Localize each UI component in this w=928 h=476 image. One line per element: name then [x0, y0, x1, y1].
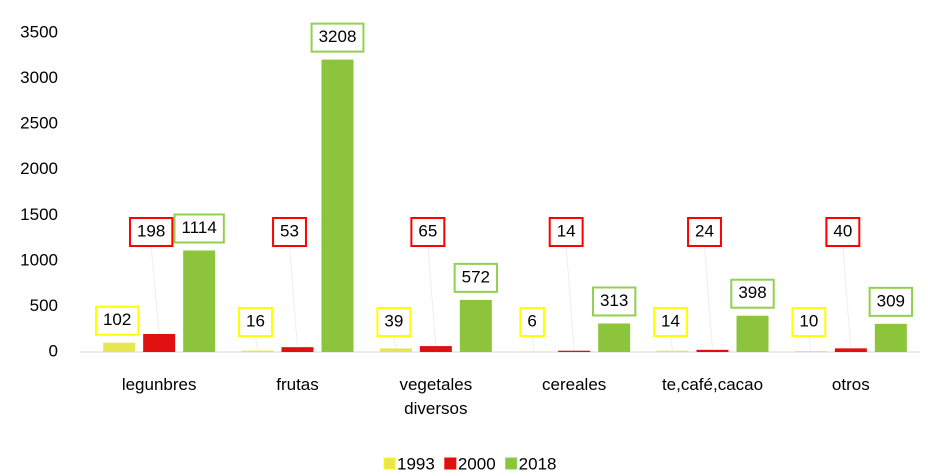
data-label-box	[591, 286, 637, 317]
data-label-box	[687, 217, 722, 247]
legend-swatch	[505, 457, 518, 470]
bar	[834, 348, 867, 352]
bar	[558, 350, 591, 352]
bar	[794, 351, 827, 352]
leader-line	[393, 335, 397, 349]
data-label: 10	[799, 311, 818, 330]
legend-swatch	[383, 457, 396, 470]
bar	[656, 350, 689, 352]
data-label-box	[653, 307, 688, 337]
data-label-box	[238, 307, 273, 337]
bar	[103, 342, 136, 352]
y-tick-label: 3500	[20, 22, 58, 41]
data-label: 309	[877, 291, 905, 310]
bar	[321, 59, 354, 353]
data-label-box	[791, 307, 827, 337]
legend-label: 1993	[397, 454, 435, 473]
leader-line	[289, 245, 298, 348]
leader-line	[808, 335, 812, 352]
y-tick-label: 1500	[20, 205, 58, 224]
data-label: 53	[280, 221, 299, 240]
data-label: 102	[103, 310, 131, 329]
data-label: 3208	[319, 27, 357, 46]
data-label: 398	[738, 283, 766, 302]
y-tick-label: 2500	[20, 114, 58, 133]
data-label: 24	[695, 221, 714, 240]
legend-swatch	[444, 457, 457, 470]
data-label: 14	[557, 221, 576, 240]
data-label-box	[453, 262, 499, 293]
y-tick-label: 3000	[20, 68, 58, 87]
data-label-box	[272, 217, 307, 247]
bar	[241, 350, 274, 352]
leader-line	[531, 335, 535, 352]
data-label: 14	[661, 311, 680, 330]
y-tick-label: 2000	[20, 159, 58, 178]
bar	[736, 315, 769, 352]
x-tick-label: te,café,cacao	[661, 375, 764, 394]
data-label-box	[730, 278, 775, 309]
data-label-box	[825, 217, 861, 247]
data-label-box	[94, 305, 140, 336]
bar	[281, 347, 314, 352]
x-tick-label: legunbres	[121, 375, 197, 394]
data-label: 198	[137, 221, 165, 240]
leader-line	[565, 245, 575, 351]
bar	[696, 349, 729, 352]
data-label-box	[519, 307, 545, 337]
data-label: 16	[246, 311, 265, 330]
data-label: 40	[833, 221, 852, 240]
y-tick-label: 0	[49, 341, 58, 360]
legend-label: 2000	[458, 454, 496, 473]
data-label-box	[173, 213, 225, 244]
data-label-box	[310, 22, 365, 53]
leader-line	[150, 245, 160, 334]
y-tick-label: 500	[30, 296, 58, 315]
bar	[598, 323, 631, 352]
x-tick-label: cereales	[542, 375, 607, 394]
data-label: 65	[418, 221, 437, 240]
bar	[459, 299, 492, 352]
data-label-box	[410, 217, 446, 247]
data-label-box	[868, 286, 914, 317]
data-label: 1114	[182, 218, 217, 237]
bar	[874, 323, 907, 352]
x-tick-label: otros	[831, 375, 870, 394]
bar	[143, 333, 176, 352]
bar	[379, 348, 412, 352]
x-tick-label: frutas	[276, 375, 319, 394]
data-label-box	[128, 217, 174, 247]
leader-line	[255, 335, 258, 351]
leader-line	[427, 245, 437, 347]
leader-line	[842, 245, 852, 349]
data-label-box	[548, 217, 584, 247]
leader-line	[670, 335, 673, 351]
leader-line	[704, 245, 713, 350]
x-tick-label: vegetales diversos	[399, 375, 473, 418]
bar	[518, 351, 551, 352]
data-label: 6	[527, 311, 536, 330]
y-tick-label: 1000	[20, 250, 58, 269]
legend-label: 2018	[519, 454, 557, 473]
bar	[419, 346, 452, 352]
data-label: 572	[462, 267, 490, 286]
data-label: 313	[600, 291, 628, 310]
bar	[183, 250, 216, 352]
data-label-box	[376, 307, 412, 337]
data-label: 39	[384, 311, 403, 330]
